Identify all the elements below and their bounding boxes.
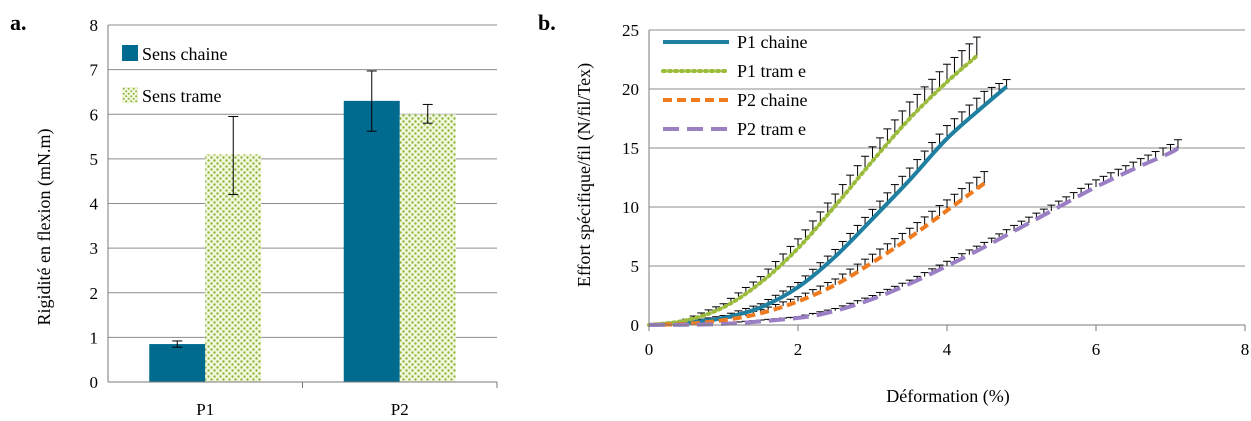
- a-y-tick-label: 2: [90, 284, 99, 303]
- b-x-tick-label: 2: [794, 340, 803, 359]
- a-y-tick-label: 8: [90, 16, 99, 35]
- a-legend-swatch-chaine: [122, 45, 138, 61]
- a-y-tick-label: 7: [90, 61, 99, 80]
- a-y-axis-label: Rigidité en flexion (mN.m): [34, 129, 55, 326]
- b-y-tick-label: 15: [622, 139, 639, 158]
- a-bar-chaine-p2: [343, 100, 400, 383]
- b-series-line-2: [648, 181, 986, 327]
- a-x-tick-label: P2: [391, 400, 409, 419]
- a-y-tick-label: 0: [90, 373, 99, 392]
- a-bars: [149, 70, 456, 383]
- bar-chart-panel: a. 0 1 2 3 4 5 6 7 8 P1 P2 Rigidité en flexion (m…: [10, 10, 498, 419]
- b-y-tick-label: 10: [622, 198, 639, 217]
- a-y-tick-label: 6: [90, 105, 99, 124]
- b-y-tick-label: 0: [631, 316, 640, 335]
- a-y-tick-label: 1: [90, 328, 99, 347]
- b-legend-label-2: P2 chaine: [737, 90, 807, 110]
- b-x-axis-label: Déformation (%): [886, 386, 1009, 407]
- b-error-bars: [682, 36, 1182, 324]
- b-legend-label-3: P2 tram e: [737, 119, 806, 139]
- a-gridlines: [108, 24, 497, 338]
- panel-label-a: a.: [10, 10, 27, 35]
- a-y-tick-labels: 0 1 2 3 4 5 6 7 8: [90, 16, 99, 392]
- a-legend: Sens chaine Sens trame: [122, 44, 227, 106]
- b-y-tick-label: 25: [622, 21, 639, 40]
- a-y-tick-label: 5: [90, 150, 99, 169]
- b-y-tick-label: 20: [622, 80, 639, 99]
- a-y-tick-label: 3: [90, 239, 99, 258]
- b-axes: [648, 30, 1246, 331]
- b-legend-label-0: P1 chaine: [737, 32, 807, 52]
- b-legend: P1 chaine P1 tram e P2 chaine P2 tram e: [661, 32, 807, 139]
- b-y-axis-label: Effort spécifique/fil (N/fil/Tex): [574, 63, 595, 287]
- b-legend-label-1: P1 tram e: [737, 61, 806, 81]
- b-y-tick-labels: 0 5 10 15 20 25: [622, 21, 639, 335]
- a-bar-trame-p2: [399, 114, 456, 382]
- a-bar-chaine-p1: [149, 344, 206, 382]
- line-chart-panel: b. 0 5 10 15 20 25 0 2 4 6 8 Déformation (%) Effo…: [538, 10, 1249, 407]
- b-x-tick-label: 8: [1241, 340, 1250, 359]
- a-legend-label-chaine: Sens chaine: [142, 44, 227, 64]
- a-x-tick-label: P1: [196, 400, 214, 419]
- a-legend-swatch-trame: [122, 87, 138, 103]
- b-series-line-3: [648, 146, 1180, 327]
- a-x-tick-labels: P1 P2: [196, 400, 408, 419]
- panel-label-b: b.: [538, 10, 556, 35]
- b-x-tick-label: 4: [943, 340, 952, 359]
- a-legend-label-trame: Sens trame: [142, 86, 221, 106]
- b-x-tick-label: 0: [645, 340, 654, 359]
- b-x-tick-labels: 0 2 4 6 8: [645, 340, 1250, 359]
- b-x-tick-label: 6: [1092, 340, 1101, 359]
- b-y-tick-label: 5: [631, 257, 640, 276]
- a-axes: [107, 25, 498, 388]
- b-series-line-1: [647, 53, 979, 327]
- a-y-tick-label: 4: [90, 195, 99, 214]
- b-series-lines: [647, 53, 1180, 327]
